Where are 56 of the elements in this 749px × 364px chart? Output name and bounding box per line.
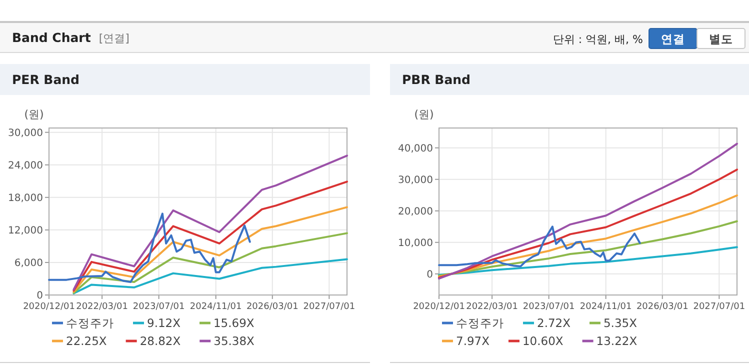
line-series xyxy=(438,194,738,278)
line-series xyxy=(72,258,348,294)
legend-label: 35.38X xyxy=(214,334,255,348)
line-series xyxy=(438,220,738,277)
x-tick-label: 2023/07/01 xyxy=(522,302,575,312)
text: 단위 : 억원, 배, % xyxy=(552,33,643,46)
legend-label: 10.60X xyxy=(522,334,564,348)
x-tick-label: 2027/07/01 xyxy=(303,302,356,312)
chart-title: PBR Band xyxy=(402,72,470,87)
legend-label: 수정주가 xyxy=(456,316,504,330)
line-series xyxy=(438,168,738,279)
x-tick-label: 2020/12/01 xyxy=(413,302,465,312)
line-series xyxy=(72,206,348,293)
legend-label: 28.82X xyxy=(140,334,181,348)
line-series xyxy=(48,212,251,283)
y-tick-label: 6,000 xyxy=(14,258,43,269)
x-tick-label: 2027/07/01 xyxy=(693,302,746,312)
y-tick-label: 10,000 xyxy=(398,238,433,249)
legend-label: 22.25X xyxy=(66,334,107,348)
y-tick-label: 24,000 xyxy=(8,160,43,172)
y-tick-label: 12,000 xyxy=(8,225,43,236)
line-series xyxy=(72,180,348,292)
legend-label: 13.22X xyxy=(596,334,638,348)
x-tick-label: 2024/11/01 xyxy=(190,302,242,312)
line-series xyxy=(438,142,738,280)
line-series xyxy=(72,154,348,291)
y-axis-title: (원) xyxy=(414,108,434,121)
x-tick-label: 2026/03/01 xyxy=(246,302,298,312)
y-tick-label: 20,000 xyxy=(398,206,433,218)
legend-label: 수정주가 xyxy=(66,316,114,330)
text: [연결] xyxy=(98,32,130,45)
y-tick-label: 30,000 xyxy=(8,128,43,139)
text: 별도 xyxy=(709,32,733,46)
legend-label: 15.69X xyxy=(213,316,254,330)
y-tick-label: 0 xyxy=(426,269,433,280)
y-tick-label: 0 xyxy=(36,290,43,302)
legend-label: 5.35X xyxy=(603,316,638,330)
x-tick-label: 2023/07/01 xyxy=(132,302,185,312)
x-tick-label: 2024/11/01 xyxy=(580,302,632,312)
y-tick-label: 40,000 xyxy=(398,143,433,154)
x-tick-label: 2022/03/01 xyxy=(76,302,128,312)
line-series xyxy=(438,226,641,268)
x-tick-label: 2020/12/01 xyxy=(23,302,75,312)
line-series xyxy=(438,246,738,276)
legend-label: 7.97X xyxy=(456,334,490,348)
chart-title: PER Band xyxy=(12,72,80,87)
y-axis-title: (원) xyxy=(24,108,44,121)
x-tick-label: 2022/03/01 xyxy=(466,302,518,312)
x-tick-label: 2026/03/01 xyxy=(636,302,688,312)
legend-label: 2.72X xyxy=(537,316,571,330)
text: 연결 xyxy=(661,32,685,46)
text: Band Chart xyxy=(12,30,91,45)
y-tick-label: 30,000 xyxy=(398,174,433,186)
legend-label: 9.12X xyxy=(147,316,181,330)
line-series xyxy=(72,232,348,294)
y-tick-label: 18,000 xyxy=(8,192,43,204)
